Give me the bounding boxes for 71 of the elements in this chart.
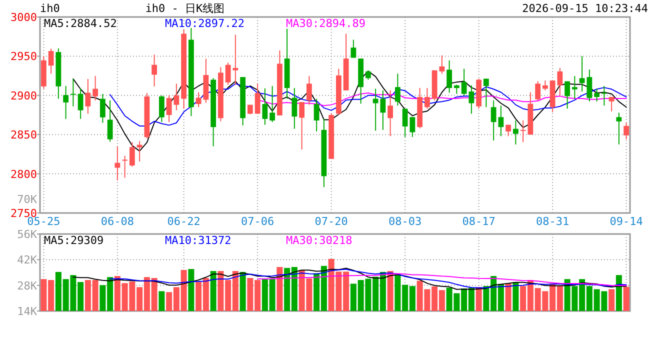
y-tick-label: 14K (17, 305, 38, 318)
candlestick (158, 94, 164, 123)
candlestick (601, 85, 607, 106)
candlestick (483, 78, 489, 108)
candlestick (292, 88, 298, 130)
text: MA5:2884.52 (44, 17, 117, 30)
candlestick (350, 39, 356, 58)
text: ih0 (40, 2, 60, 15)
candlestick (446, 60, 452, 94)
line-series (72, 70, 627, 152)
x-tick-label: 08-03 (388, 215, 422, 228)
candlestick (152, 54, 158, 87)
candlestick (535, 80, 541, 101)
text: MA30:30218 (286, 234, 352, 247)
candlestick (247, 104, 253, 115)
candlestick (122, 155, 128, 178)
candlestick (564, 80, 570, 110)
candlestick (114, 146, 120, 181)
candlestick (594, 88, 600, 102)
candlestick (107, 100, 113, 142)
x-tick-label: 08-31 (536, 215, 570, 228)
chart-title: ih0 - 日K线图 (145, 2, 225, 15)
line-series (72, 268, 627, 290)
candlestick (512, 120, 518, 145)
text: 70K (17, 193, 38, 206)
candlestick (254, 83, 260, 114)
candlestick (454, 84, 460, 94)
candlestick (299, 102, 305, 150)
y-tick-label: 2900 (10, 89, 37, 102)
y-tick-label: 2800 (10, 168, 37, 181)
candlestick (608, 96, 614, 112)
y-tick-label: 56K (17, 228, 38, 241)
x-tick-label: 07-20 (314, 215, 348, 228)
candlestick (624, 122, 630, 140)
x-tick-label: 06-08 (100, 215, 134, 228)
candlestick (63, 85, 69, 120)
x-tick-label: 08-17 (462, 215, 496, 228)
y-tick-label: 42K (17, 254, 38, 267)
text: MA5:29309 (44, 234, 104, 247)
y-tick-label: 2850 (10, 128, 37, 142)
candlestick (270, 85, 276, 123)
candlestick (129, 142, 135, 168)
candlestick (365, 70, 371, 80)
candlestick (48, 48, 54, 74)
candlestick (85, 78, 91, 114)
text: MA30:2894.89 (286, 17, 366, 30)
candlestick (100, 93, 106, 124)
x-tick-label: 07-06 (241, 215, 274, 228)
candlestick (262, 88, 268, 126)
candlestick (394, 73, 400, 106)
text: 2026-09-15 10:23:44 (522, 2, 648, 15)
candlestick (616, 112, 622, 145)
text: MA10:31372 (165, 234, 232, 247)
candlestick (136, 140, 142, 162)
candlestick (306, 76, 312, 106)
candlestick (70, 78, 76, 107)
candlestick (424, 88, 430, 110)
line-series (257, 273, 627, 286)
candlestick (92, 76, 98, 101)
y-tick-label: 28K (17, 279, 38, 292)
x-tick-label: 09-14 (610, 215, 644, 228)
line-series (110, 268, 627, 288)
y-tick-label: 3000 (10, 11, 37, 24)
candlestick (78, 88, 84, 120)
text: MA10:2897.22 (165, 17, 244, 30)
candlestick (542, 80, 548, 91)
candlestick (572, 76, 578, 100)
y-tick-label: 2950 (10, 50, 37, 64)
candlestick (388, 90, 394, 137)
x-tick-label: 06-22 (167, 215, 200, 228)
candlestick (314, 98, 320, 132)
